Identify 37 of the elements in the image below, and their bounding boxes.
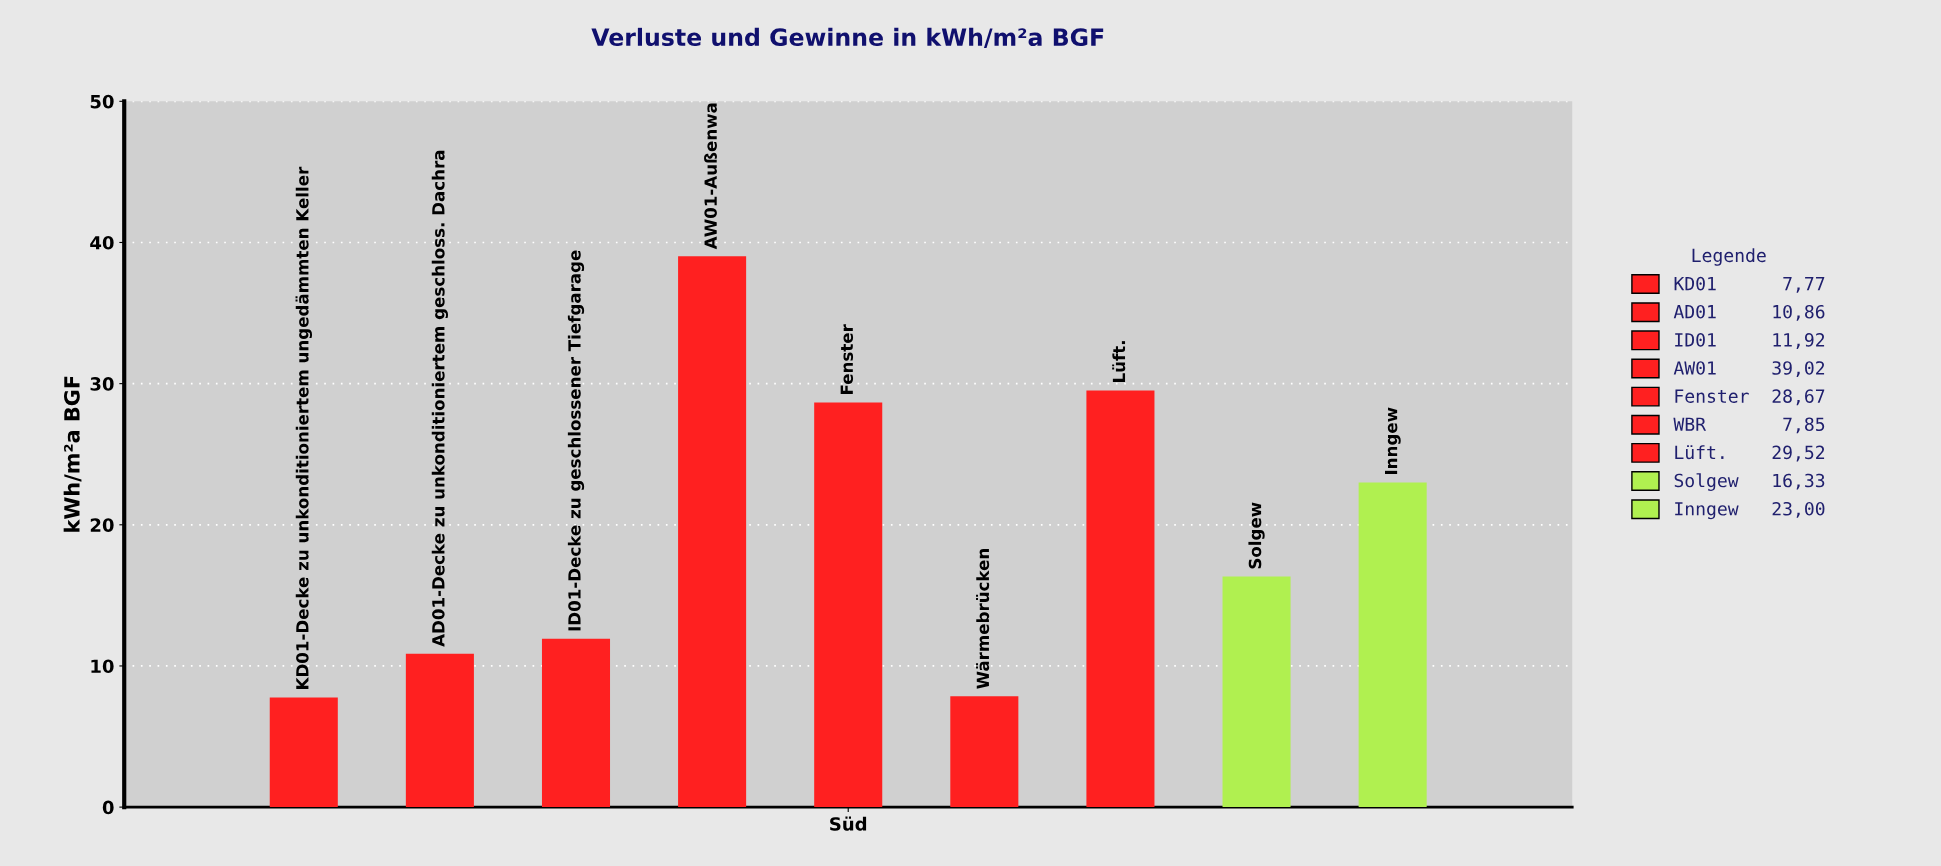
bar bbox=[950, 696, 1019, 808]
text: ID01 11,92 bbox=[1675, 333, 1825, 349]
text: Lüft. bbox=[1112, 341, 1126, 382]
annotation: KD01-Decke zu unkonditioniertem ungedämmten Keller bbox=[295, 166, 313, 689]
bar bbox=[269, 697, 338, 808]
annotation: Wärmebrücken bbox=[976, 549, 990, 689]
annotation: AW01-Außenwa bbox=[704, 103, 717, 250]
bar bbox=[405, 653, 474, 808]
bar bbox=[814, 402, 883, 808]
bar bbox=[541, 638, 611, 808]
legend-title: Legende bbox=[1692, 248, 1766, 266]
y-tick-label: 20 bbox=[90, 518, 114, 532]
text: Solgew 16,33 bbox=[1674, 473, 1825, 491]
text: AW01 39,02 bbox=[1673, 361, 1825, 378]
text: Lüft. 29,52 bbox=[1675, 445, 1825, 462]
text: KD01 7,77 bbox=[1674, 276, 1825, 293]
text: WBR 7,85 bbox=[1673, 417, 1825, 434]
x-tick-label: Süd bbox=[830, 816, 867, 831]
text: AD01 10,86 bbox=[1673, 304, 1825, 321]
y-axis-title: kWh/m²a BGF bbox=[63, 376, 82, 532]
text: Inngew 23,00 bbox=[1675, 501, 1825, 520]
y-tick-label: 10 bbox=[91, 659, 114, 674]
chart-title: Verluste und Gewinne in kWh/m²a BGF bbox=[591, 27, 1104, 48]
bar bbox=[1222, 576, 1291, 808]
text: Inngew bbox=[1384, 407, 1401, 474]
y-tick-label: 30 bbox=[90, 377, 114, 391]
bar bbox=[1086, 390, 1155, 808]
annotation: ID01-Decke zu geschlossener Tiefgarage bbox=[567, 250, 585, 631]
y-tick-label: 40 bbox=[90, 235, 114, 250]
text: Fenster bbox=[840, 324, 854, 394]
y-tick-label: 0 bbox=[102, 800, 114, 815]
y-tick-label: 50 bbox=[90, 94, 114, 109]
text: Fenster 28,67 bbox=[1675, 389, 1825, 406]
text: Solgew bbox=[1248, 502, 1265, 569]
bar bbox=[1358, 482, 1427, 808]
annotation: AD01-Decke zu unkonditioniertem geschloss. Dachra bbox=[431, 150, 449, 647]
bar bbox=[678, 256, 747, 808]
